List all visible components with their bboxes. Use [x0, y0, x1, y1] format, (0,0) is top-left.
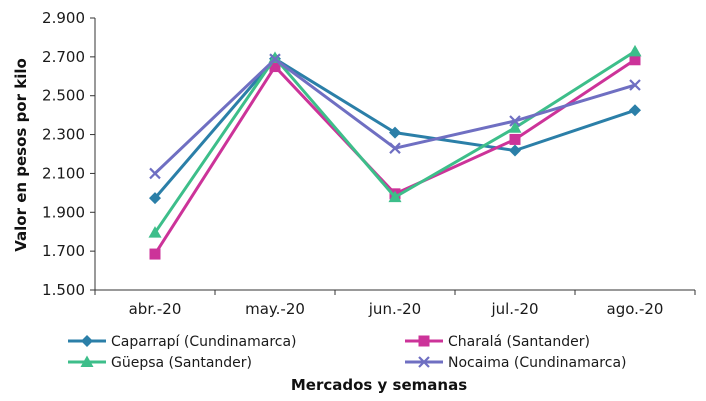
data-point — [388, 190, 402, 203]
legend-item: Güepsa (Santander) — [68, 355, 252, 371]
legend-item: Caparrapí (Cundinamarca) — [68, 334, 297, 350]
data-point — [509, 115, 521, 127]
y-tick-label: 2.500 — [42, 87, 85, 105]
legend-marker — [418, 356, 430, 368]
data-point — [148, 226, 162, 238]
y-tick-label: 2.100 — [42, 164, 85, 182]
legend-label: Caparrapí (Cundinamarca) — [111, 334, 297, 350]
x-tick-label: jul.-20 — [490, 300, 538, 318]
series-3 — [148, 44, 642, 238]
data-point — [149, 192, 161, 205]
data-point — [628, 44, 642, 57]
legend-item: Nocaima (Cundinamarca) — [405, 355, 627, 371]
y-tick-label: 2.900 — [42, 9, 85, 27]
y-tick-label: 1.700 — [42, 242, 85, 260]
y-tick-label: 2.700 — [42, 48, 85, 66]
y-tick-label: 1.900 — [42, 203, 85, 221]
legend-marker — [80, 355, 94, 367]
data-point — [149, 167, 161, 180]
data-point — [629, 104, 641, 117]
y-tick-label: 2.300 — [42, 126, 85, 144]
data-point — [509, 133, 521, 145]
series-lines — [148, 44, 642, 260]
x-tick-label: jun.-20 — [368, 300, 421, 318]
data-point — [269, 53, 281, 65]
data-point — [149, 248, 161, 260]
legend-item: Charalá (Santander) — [405, 334, 590, 350]
legend-marker — [81, 335, 93, 347]
data-point — [269, 61, 281, 73]
y-tick-label: 1.500 — [42, 281, 85, 299]
y-axis: 1.500 1.700 1.900 2.100 2.300 2.500 2.700 2.900 — [42, 9, 96, 299]
series-4 — [149, 53, 641, 180]
data-point — [389, 126, 401, 139]
y-axis-title: Valor en pesos por kilo — [12, 58, 30, 252]
x-axis-title: Mercados y semanas — [291, 376, 467, 394]
data-point — [629, 79, 641, 91]
series-1 — [149, 52, 641, 205]
legend-label: Güepsa (Santander) — [111, 355, 252, 371]
legend-label: Nocaima (Cundinamarca) — [448, 355, 627, 371]
legend-label: Charalá (Santander) — [448, 334, 590, 350]
data-point — [389, 142, 401, 154]
legend: Caparrapí (Cundinamarca) Charalá (Santand… — [68, 334, 627, 371]
data-point — [508, 121, 522, 133]
x-axis: abr.-20 may.-20 jun.-20 jul.-20 ago.-20 — [94, 289, 696, 318]
series-2 — [149, 54, 641, 260]
legend-marker — [418, 335, 430, 347]
data-point — [629, 54, 641, 66]
x-tick-label: abr.-20 — [129, 300, 182, 318]
x-tick-label: ago.-20 — [607, 300, 664, 318]
series-line — [153, 58, 636, 255]
x-tick-label: may.-20 — [245, 300, 305, 318]
data-point — [509, 144, 521, 157]
